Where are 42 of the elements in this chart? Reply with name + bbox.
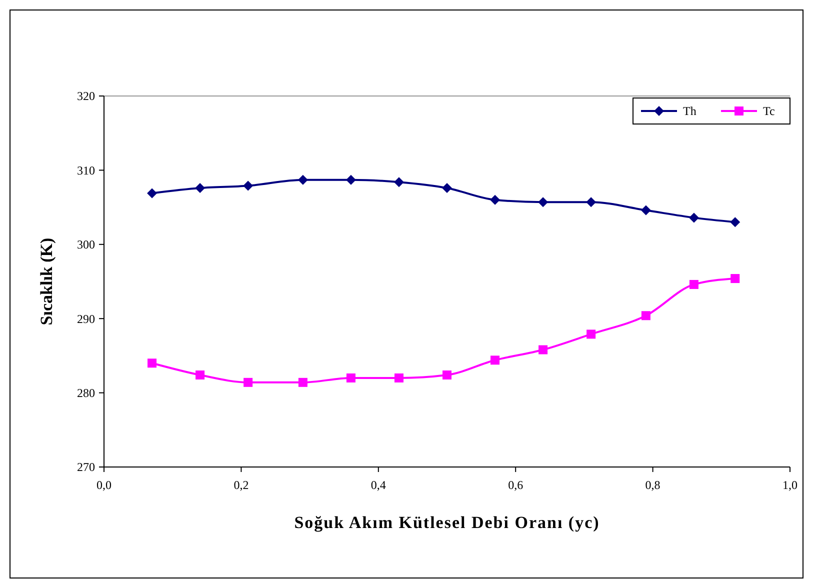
legend-label: Th <box>683 104 696 118</box>
point <box>148 358 157 368</box>
point <box>689 280 698 289</box>
y-tick-label: 270 <box>77 460 95 474</box>
point <box>298 378 308 387</box>
x-tick-label: 0,0 <box>96 478 112 492</box>
point <box>196 370 205 380</box>
x-axis-title: Soğuk Akım Kütlesel Debi Oranı (yc) <box>294 513 600 532</box>
x-tick-label: 0,2 <box>234 478 249 492</box>
point <box>346 373 356 382</box>
point <box>640 205 651 216</box>
point <box>243 180 254 191</box>
point <box>394 177 404 188</box>
y-tick-label: 280 <box>77 386 95 400</box>
point <box>586 197 596 208</box>
x-tick-label: 0,8 <box>645 478 660 492</box>
point <box>730 217 740 228</box>
point <box>641 311 650 320</box>
point <box>298 174 308 185</box>
point <box>394 373 404 382</box>
point <box>730 274 740 284</box>
point <box>442 370 452 380</box>
legend-label: Tc <box>763 104 775 118</box>
point <box>688 212 699 223</box>
x-tick-label: 0,6 <box>508 478 524 492</box>
x-tick-label: 1,0 <box>782 478 798 492</box>
point <box>195 183 206 194</box>
point <box>442 183 452 194</box>
y-tick-label: 290 <box>77 312 95 326</box>
point <box>346 174 356 185</box>
point <box>538 197 548 208</box>
x-tick-label: 0,4 <box>370 478 386 492</box>
point <box>538 345 548 354</box>
y-tick-label: 320 <box>77 89 95 104</box>
point <box>490 356 500 365</box>
y-axis-title: Sıcaklık (K) <box>37 238 56 326</box>
y-tick-label: 310 <box>77 163 95 178</box>
y-tick-label: 300 <box>77 238 95 252</box>
point <box>490 194 500 205</box>
point <box>147 188 158 198</box>
point <box>244 378 253 387</box>
point <box>586 330 596 339</box>
